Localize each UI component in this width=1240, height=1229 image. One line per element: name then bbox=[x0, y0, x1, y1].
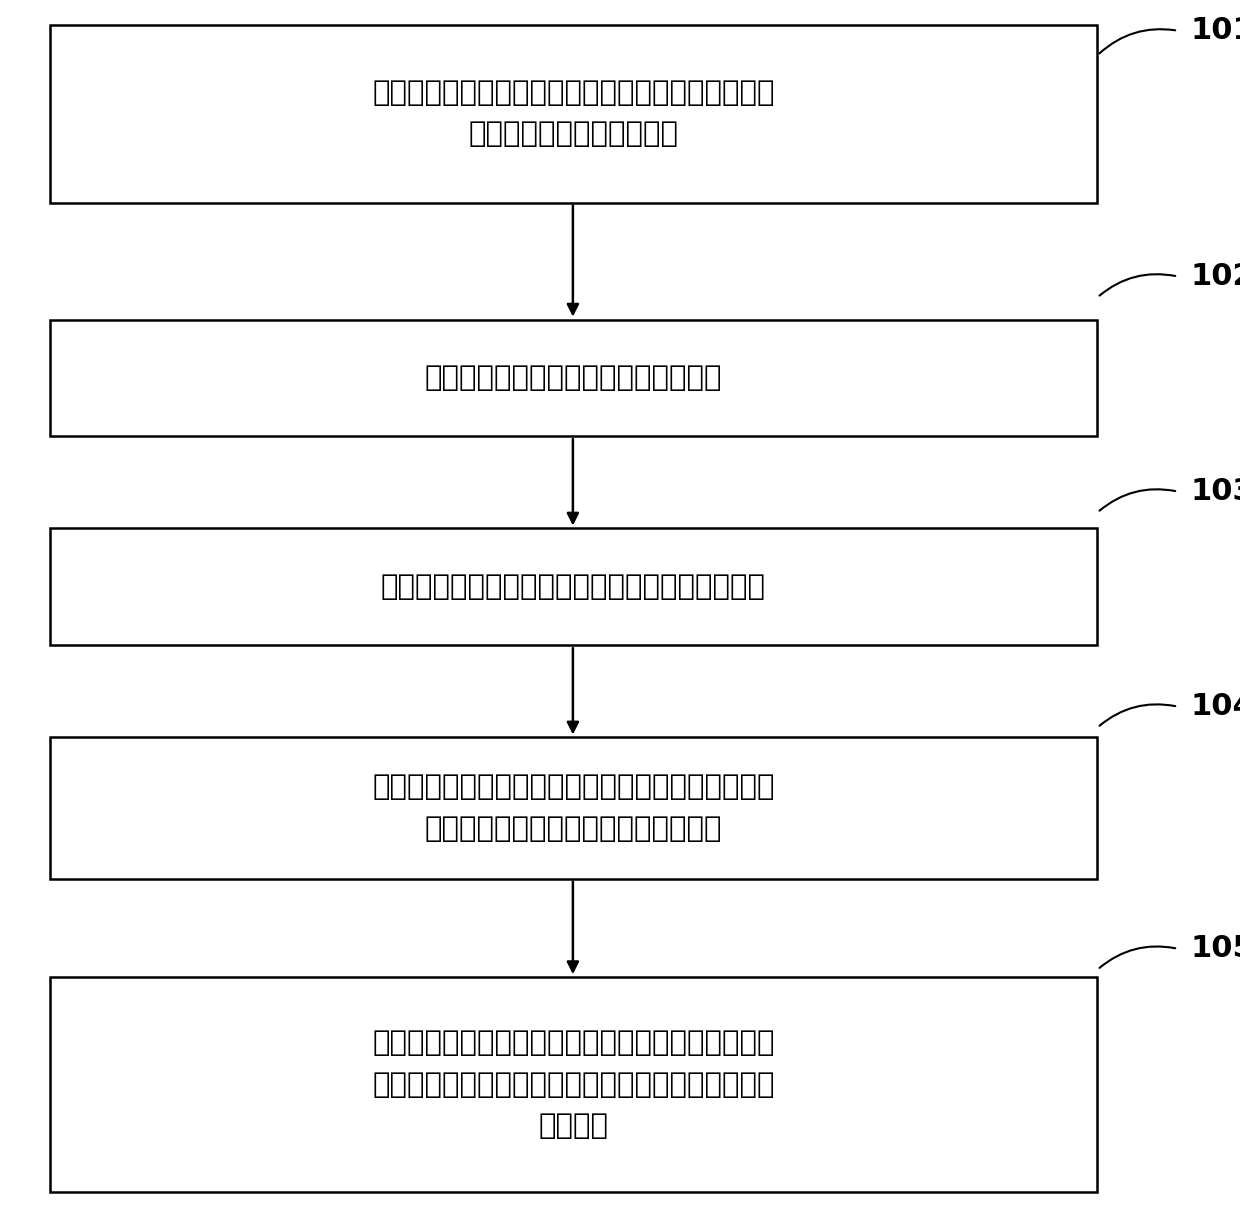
Text: 102: 102 bbox=[1190, 262, 1240, 291]
Text: 根据所述混合气体的热导率、各个组分的热导率、所
述浓度、所述湿度以及所述函数关系，计算所述溴甲
烷的浓度: 根据所述混合气体的热导率、各个组分的热导率、所 述浓度、所述湿度以及所述函数关系… bbox=[372, 1030, 775, 1139]
Text: 获取所述混合气体中各个组分的热导率: 获取所述混合气体中各个组分的热导率 bbox=[425, 364, 722, 392]
Bar bbox=[50, 320, 1097, 436]
Text: 104: 104 bbox=[1190, 692, 1240, 721]
Bar bbox=[50, 977, 1097, 1192]
Text: 103: 103 bbox=[1190, 477, 1240, 506]
Text: 根据所述浓度以及所述湿度，确定所述干燥空气的体
积分数与所述溴甲烷的浓度的函数关系: 根据所述浓度以及所述湿度，确定所述干燥空气的体 积分数与所述溴甲烷的浓度的函数关… bbox=[372, 773, 775, 843]
Bar bbox=[50, 737, 1097, 879]
Text: 获取混合气体的热导率；所述混合气体的组分包括二
氧化碳、干燥空气和溴甲烷: 获取混合气体的热导率；所述混合气体的组分包括二 氧化碳、干燥空气和溴甲烷 bbox=[372, 79, 775, 149]
Bar bbox=[50, 25, 1097, 203]
Text: 获取所述二氧化碳的浓度以及所述干燥空气的湿度: 获取所述二氧化碳的浓度以及所述干燥空气的湿度 bbox=[381, 573, 766, 601]
Text: 101: 101 bbox=[1190, 16, 1240, 45]
Text: 105: 105 bbox=[1190, 934, 1240, 964]
Bar bbox=[50, 528, 1097, 645]
